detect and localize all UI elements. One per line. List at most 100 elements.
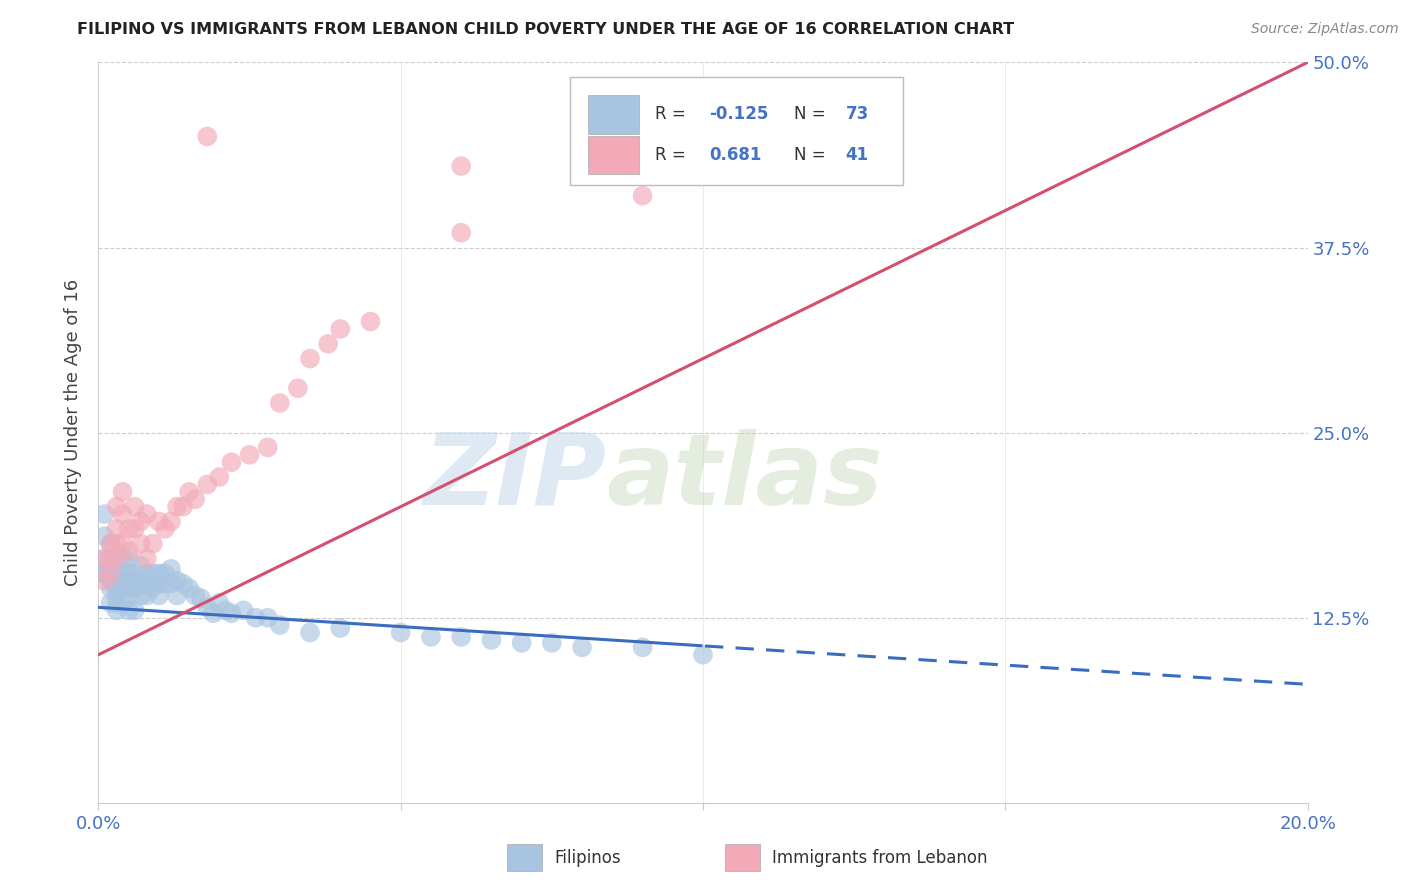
- Point: [105, 551, 128, 566]
- Point: [166, 589, 188, 603]
- Point: [118, 566, 141, 581]
- Text: -0.125: -0.125: [709, 105, 769, 123]
- Point: [100, 574, 122, 588]
- Point: [111, 574, 134, 588]
- Point: [360, 314, 382, 328]
- Point: [160, 576, 183, 591]
- Point: [166, 500, 188, 514]
- Point: [93, 551, 115, 566]
- Point: [100, 581, 122, 595]
- Point: [111, 551, 134, 566]
- FancyBboxPatch shape: [588, 136, 638, 174]
- Point: [256, 610, 278, 624]
- Point: [111, 581, 134, 595]
- Point: [105, 536, 128, 550]
- Point: [118, 581, 141, 595]
- Point: [93, 574, 115, 588]
- Point: [87, 566, 110, 581]
- Point: [129, 515, 152, 529]
- Point: [160, 515, 183, 529]
- Point: [124, 522, 146, 536]
- Point: [179, 484, 201, 499]
- Point: [172, 576, 194, 591]
- Point: [100, 536, 122, 550]
- Point: [450, 159, 472, 173]
- Text: 0.681: 0.681: [709, 146, 762, 164]
- Point: [118, 589, 141, 603]
- Point: [105, 574, 128, 588]
- Point: [100, 566, 122, 581]
- Point: [232, 603, 254, 617]
- Point: [631, 640, 654, 655]
- Point: [100, 566, 122, 581]
- Point: [208, 596, 231, 610]
- Point: [111, 536, 134, 550]
- Point: [631, 188, 654, 202]
- Point: [153, 566, 176, 581]
- Point: [100, 551, 122, 566]
- Text: N =: N =: [794, 105, 831, 123]
- Point: [540, 636, 562, 650]
- Point: [510, 636, 533, 650]
- Point: [214, 603, 236, 617]
- Point: [118, 574, 141, 588]
- FancyBboxPatch shape: [588, 95, 638, 134]
- Point: [184, 589, 207, 603]
- Point: [692, 648, 714, 662]
- Point: [93, 551, 115, 566]
- FancyBboxPatch shape: [724, 844, 759, 871]
- Point: [118, 551, 141, 566]
- Point: [135, 589, 157, 603]
- Point: [142, 581, 165, 595]
- Point: [420, 630, 443, 644]
- Point: [329, 322, 352, 336]
- Point: [329, 621, 352, 635]
- Point: [148, 589, 170, 603]
- Point: [287, 381, 309, 395]
- Point: [129, 589, 152, 603]
- Point: [135, 507, 157, 521]
- Point: [111, 566, 134, 581]
- Point: [172, 500, 194, 514]
- FancyBboxPatch shape: [508, 844, 543, 871]
- Point: [93, 529, 115, 543]
- Y-axis label: Child Poverty Under the Age of 16: Child Poverty Under the Age of 16: [65, 279, 83, 586]
- Point: [148, 576, 170, 591]
- Point: [153, 576, 176, 591]
- Point: [105, 603, 128, 617]
- FancyBboxPatch shape: [569, 78, 903, 185]
- Point: [481, 632, 503, 647]
- Text: 41: 41: [845, 146, 869, 164]
- Text: ZIP: ZIP: [423, 428, 606, 525]
- Point: [105, 589, 128, 603]
- Point: [148, 566, 170, 581]
- Text: atlas: atlas: [606, 428, 883, 525]
- Point: [105, 522, 128, 536]
- Point: [135, 551, 157, 566]
- Text: Source: ZipAtlas.com: Source: ZipAtlas.com: [1251, 22, 1399, 37]
- Point: [93, 566, 115, 581]
- Point: [166, 574, 188, 588]
- Text: Filipinos: Filipinos: [554, 848, 621, 867]
- Point: [389, 625, 412, 640]
- Point: [195, 129, 218, 144]
- Point: [153, 522, 176, 536]
- Point: [202, 607, 225, 621]
- Point: [135, 576, 157, 591]
- Point: [135, 566, 157, 581]
- Point: [269, 396, 291, 410]
- Point: [450, 226, 472, 240]
- Point: [124, 566, 146, 581]
- Point: [118, 603, 141, 617]
- Point: [208, 470, 231, 484]
- Point: [111, 484, 134, 499]
- Point: [142, 566, 165, 581]
- Point: [195, 600, 218, 615]
- Text: FILIPINO VS IMMIGRANTS FROM LEBANON CHILD POVERTY UNDER THE AGE OF 16 CORRELATIO: FILIPINO VS IMMIGRANTS FROM LEBANON CHIL…: [77, 22, 1015, 37]
- Point: [184, 492, 207, 507]
- Point: [129, 536, 152, 550]
- Point: [129, 574, 152, 588]
- Point: [105, 500, 128, 514]
- Point: [221, 455, 243, 469]
- Text: R =: R =: [655, 105, 690, 123]
